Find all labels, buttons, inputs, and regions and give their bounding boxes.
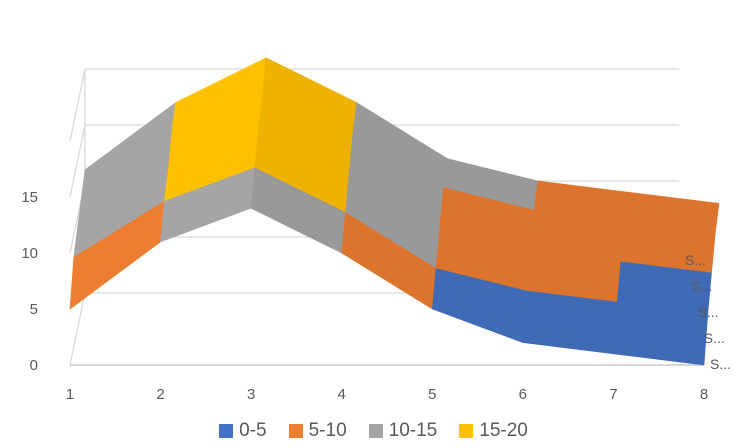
legend-swatch [459,424,474,438]
x-axis-tick-labels: 1 2 3 4 5 6 7 8 [66,386,708,400]
x-tick-label: 8 [700,386,708,400]
chart-canvas: 0 5 10 15 1 2 3 4 5 6 7 8 S... S... S... S... S... [21,57,731,400]
series-axis-label: S... [704,330,725,346]
z-axis-tick-labels: 0 5 10 15 [21,189,38,374]
x-tick-label: 3 [247,386,255,400]
legend-item-10-15[interactable]: 10-15 [368,420,438,442]
series-axis-labels: S... S... S... S... S... [685,252,731,372]
z-tick-label: 15 [21,189,38,206]
legend-label: 10-15 [388,420,438,441]
x-tick-label: 6 [519,386,527,400]
x-tick-label: 5 [428,386,436,400]
legend-item-5-10[interactable]: 5-10 [288,420,347,442]
gridline-side [69,68,86,142]
series-axis-label: S... [691,278,712,294]
x-tick-label: 7 [609,386,617,400]
z-tick-label: 0 [30,357,38,374]
surface-patch [613,301,709,366]
legend: 0-5 5-10 10-15 15-20 [0,420,747,442]
x-tick-label: 4 [338,386,346,400]
series-axis-label: S... [698,304,719,320]
legend-item-0-5[interactable]: 0-5 [219,420,267,442]
gridline-side [69,124,86,198]
legend-label: 0-5 [239,420,267,441]
series-axis-label: S... [710,356,731,372]
x-tick-label: 2 [156,386,164,400]
surface-plot [69,57,720,366]
legend-swatch [288,424,303,438]
legend-label: 5-10 [308,420,347,441]
series-axis-label: S... [685,252,706,268]
x-tick-label: 1 [66,386,74,400]
gridline-side [69,292,86,366]
legend-label: 15-20 [479,420,528,441]
z-tick-label: 10 [21,245,38,262]
z-tick-label: 5 [30,301,38,318]
surface-patch [522,290,618,355]
legend-swatch [368,424,383,438]
legend-item-15-20[interactable]: 15-20 [459,420,528,442]
legend-swatch [219,424,234,438]
